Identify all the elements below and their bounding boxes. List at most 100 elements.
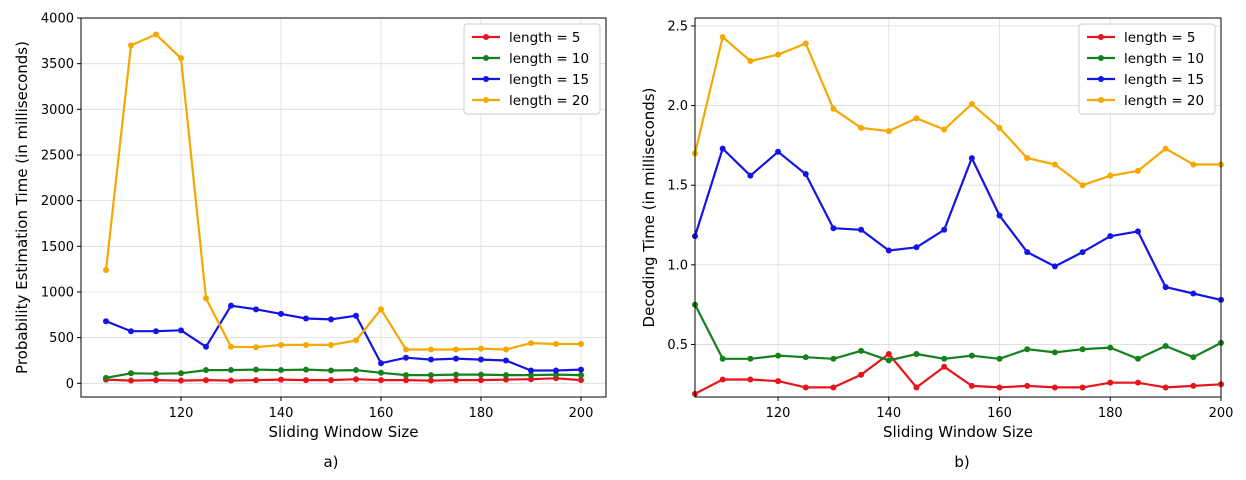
data-point xyxy=(858,226,865,233)
y-tick-label: 500 xyxy=(49,331,74,346)
data-point xyxy=(478,377,484,384)
data-point xyxy=(278,310,284,317)
data-point xyxy=(278,376,284,383)
data-point xyxy=(378,377,384,384)
y-tick-label: 0.5 xyxy=(667,338,688,353)
data-point xyxy=(253,306,259,313)
legend-label: length = 10 xyxy=(509,51,589,67)
data-point xyxy=(802,354,809,361)
y-tick-label: 2.5 xyxy=(667,19,688,34)
data-point xyxy=(453,377,459,384)
series-line-length15 xyxy=(105,304,582,372)
data-point xyxy=(153,370,159,377)
data-point xyxy=(968,155,975,162)
legend-label: length = 10 xyxy=(1124,51,1204,67)
data-point xyxy=(228,343,234,350)
series-line-length5 xyxy=(694,352,1222,395)
x-tick-label: 160 xyxy=(369,406,394,421)
data-point xyxy=(747,355,754,362)
data-point xyxy=(747,376,754,383)
data-point xyxy=(1107,172,1114,179)
data-point xyxy=(503,372,509,379)
data-point xyxy=(968,352,975,359)
data-point xyxy=(278,367,284,374)
data-point xyxy=(578,372,584,379)
data-point xyxy=(1024,346,1031,353)
data-point xyxy=(996,124,1003,131)
data-point xyxy=(578,377,584,384)
data-point xyxy=(1190,382,1197,389)
data-point xyxy=(328,316,334,323)
y-tick-label: 2000 xyxy=(41,194,74,209)
data-point xyxy=(858,124,865,131)
data-point xyxy=(1190,354,1197,361)
data-point xyxy=(478,345,484,352)
data-point xyxy=(1107,233,1114,240)
y-axis-label: Probability Estimation Time (in millisec… xyxy=(13,41,31,374)
y-tick-label: 2.0 xyxy=(667,99,688,114)
data-point xyxy=(403,354,409,361)
data-point xyxy=(1134,379,1141,386)
data-point xyxy=(996,355,1003,362)
legend-swatch-marker xyxy=(483,97,489,103)
y-tick-label: 2500 xyxy=(41,148,74,163)
legend-box xyxy=(463,23,601,115)
data-point xyxy=(128,328,134,335)
x-tick-label: 120 xyxy=(169,406,194,421)
x-axis-label: Sliding Window Size xyxy=(883,423,1033,441)
data-point xyxy=(553,371,559,378)
series-line-length15 xyxy=(693,147,1222,301)
y-tick-label: 1.0 xyxy=(667,258,688,273)
data-point xyxy=(830,225,837,232)
x-axis-label: Sliding Window Size xyxy=(268,423,418,441)
data-point xyxy=(1024,249,1031,256)
data-point xyxy=(885,351,892,358)
x-tick-label: 160 xyxy=(987,406,1012,421)
data-point xyxy=(403,377,409,384)
legend-label: length = 5 xyxy=(509,30,581,46)
data-point xyxy=(303,377,309,384)
data-point xyxy=(775,352,782,359)
data-point xyxy=(885,357,892,364)
data-point xyxy=(1162,343,1169,350)
data-point xyxy=(228,367,234,374)
legend-label: length = 15 xyxy=(1124,72,1204,88)
data-point xyxy=(1079,346,1086,353)
data-point xyxy=(578,341,584,348)
data-point xyxy=(103,318,109,325)
chart-panel-b: 120 140 160 180 200 0.5 1.0 1.5 2.0 2.5 Sliding Wi… xyxy=(640,17,1234,471)
x-tick-label: 180 xyxy=(469,406,494,421)
data-point xyxy=(858,347,865,354)
data-point xyxy=(478,356,484,363)
legend-swatch-marker xyxy=(1098,76,1104,82)
data-point xyxy=(328,377,334,384)
y-tick-label: 4000 xyxy=(41,12,74,27)
y-axis-label: Decoding Time (in milliseconds) xyxy=(640,88,658,328)
data-point xyxy=(153,328,159,335)
legend-swatch-marker xyxy=(483,34,489,40)
data-point xyxy=(830,355,837,362)
data-point xyxy=(228,302,234,309)
data-point xyxy=(858,371,865,378)
data-point xyxy=(941,126,948,133)
data-point xyxy=(203,377,209,384)
legend-swatch-marker xyxy=(1098,97,1104,103)
data-point xyxy=(1051,349,1058,356)
data-point xyxy=(353,367,359,374)
data-point xyxy=(968,382,975,389)
x-tick-label: 200 xyxy=(1209,406,1234,421)
data-point xyxy=(478,371,484,378)
data-point xyxy=(941,226,948,233)
data-point xyxy=(228,377,234,384)
data-point xyxy=(453,346,459,353)
data-point xyxy=(353,376,359,383)
data-point xyxy=(378,306,384,313)
data-point xyxy=(578,366,584,373)
panel-caption: b) xyxy=(954,453,969,471)
data-point xyxy=(278,341,284,348)
data-point xyxy=(178,370,184,377)
data-point xyxy=(1162,145,1169,152)
data-point xyxy=(253,377,259,384)
data-point xyxy=(1079,384,1086,391)
data-point xyxy=(775,148,782,155)
